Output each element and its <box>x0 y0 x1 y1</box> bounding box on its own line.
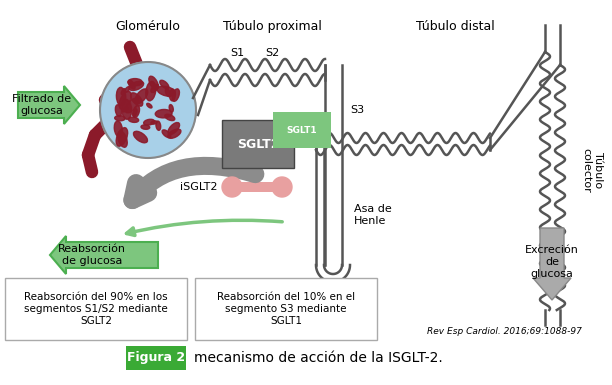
FancyBboxPatch shape <box>232 182 282 192</box>
Ellipse shape <box>114 116 125 121</box>
Text: Asa de
Henle: Asa de Henle <box>354 204 392 226</box>
FancyArrow shape <box>18 86 80 124</box>
Ellipse shape <box>141 125 150 129</box>
Text: Figura 2: Figura 2 <box>127 352 185 365</box>
Ellipse shape <box>151 121 157 124</box>
Text: Rev Esp Cardiol. 2016;69:1088-97: Rev Esp Cardiol. 2016;69:1088-97 <box>427 327 582 336</box>
FancyBboxPatch shape <box>5 278 187 340</box>
Text: S2: S2 <box>265 48 279 58</box>
FancyArrow shape <box>533 228 571 300</box>
Ellipse shape <box>162 130 171 138</box>
Ellipse shape <box>122 99 132 119</box>
Ellipse shape <box>133 109 137 116</box>
Text: Reabsorción del 90% en los
segmentos S1/S2 mediante
SGLT2: Reabsorción del 90% en los segmentos S1/… <box>24 292 168 326</box>
Circle shape <box>222 177 242 197</box>
Ellipse shape <box>129 80 135 89</box>
Ellipse shape <box>144 119 155 125</box>
Ellipse shape <box>122 107 128 112</box>
Ellipse shape <box>116 87 126 106</box>
Ellipse shape <box>119 91 131 109</box>
Ellipse shape <box>129 81 144 90</box>
Ellipse shape <box>165 114 175 121</box>
Text: mecanismo de acción de la ISGLT-2.: mecanismo de acción de la ISGLT-2. <box>194 351 442 365</box>
Ellipse shape <box>116 128 128 146</box>
Ellipse shape <box>170 89 176 101</box>
Text: SGLT1: SGLT1 <box>286 126 317 134</box>
Ellipse shape <box>130 93 143 106</box>
Text: Filtrado de
glucosa: Filtrado de glucosa <box>12 94 72 116</box>
Ellipse shape <box>128 79 143 86</box>
Ellipse shape <box>172 89 179 101</box>
FancyBboxPatch shape <box>195 278 377 340</box>
Ellipse shape <box>151 84 159 92</box>
FancyArrow shape <box>50 236 158 274</box>
Ellipse shape <box>133 105 140 117</box>
Ellipse shape <box>169 105 173 112</box>
FancyBboxPatch shape <box>222 120 294 168</box>
Text: iSGLT2: iSGLT2 <box>181 182 218 192</box>
Ellipse shape <box>115 105 122 117</box>
Text: Túbulo proximal: Túbulo proximal <box>223 20 321 33</box>
Ellipse shape <box>125 87 130 92</box>
Ellipse shape <box>146 81 156 101</box>
Circle shape <box>100 62 196 158</box>
Text: Reabsorción del 10% en el
segmento S3 mediante
SGLT1: Reabsorción del 10% en el segmento S3 me… <box>217 292 355 326</box>
Ellipse shape <box>129 117 139 122</box>
Text: Reabsorción
de glucosa: Reabsorción de glucosa <box>58 244 126 266</box>
Ellipse shape <box>168 129 181 138</box>
Ellipse shape <box>147 103 152 108</box>
Ellipse shape <box>155 109 172 118</box>
Text: Glomérulo: Glomérulo <box>116 20 181 33</box>
Ellipse shape <box>125 99 138 113</box>
Text: S3: S3 <box>350 105 364 115</box>
Ellipse shape <box>114 121 122 137</box>
Ellipse shape <box>149 76 159 89</box>
Text: S1: S1 <box>230 48 244 58</box>
Text: Túbulo
colector: Túbulo colector <box>581 147 603 192</box>
Ellipse shape <box>157 86 175 96</box>
Text: Excreción
de
glucosa: Excreción de glucosa <box>525 245 579 279</box>
Ellipse shape <box>133 131 147 143</box>
Text: Túbulo distal: Túbulo distal <box>416 20 494 33</box>
Ellipse shape <box>156 121 161 131</box>
Circle shape <box>272 177 292 197</box>
Ellipse shape <box>118 131 127 147</box>
Ellipse shape <box>121 89 125 95</box>
Ellipse shape <box>160 80 169 89</box>
Ellipse shape <box>168 122 179 134</box>
FancyBboxPatch shape <box>126 346 186 370</box>
Ellipse shape <box>165 89 171 97</box>
Ellipse shape <box>135 89 147 104</box>
Text: SGLT2: SGLT2 <box>237 137 279 151</box>
